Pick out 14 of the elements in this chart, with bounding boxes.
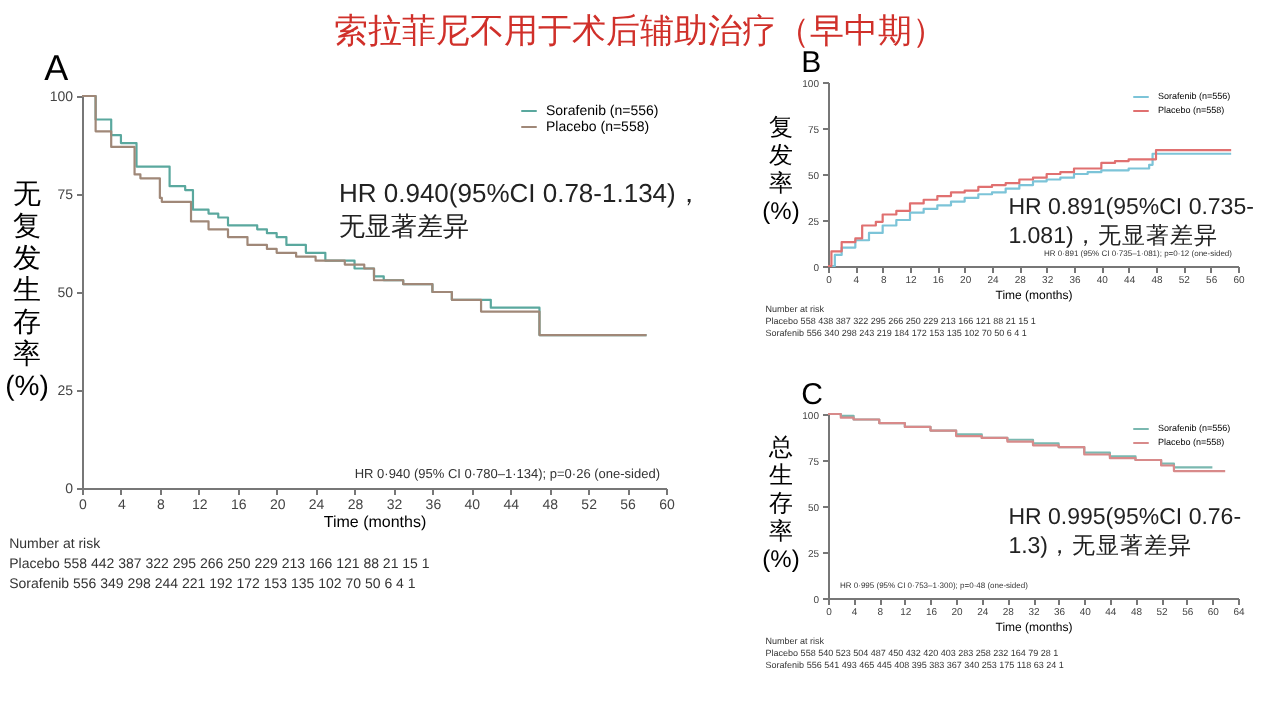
annotation: 无显著差异 — [338, 210, 469, 241]
y-axis-title: 总生存率(%) — [762, 433, 800, 573]
y-axis-title: 无复发生存率(%) — [5, 177, 49, 401]
y-axis-title: 复发率(%) — [762, 113, 800, 225]
chart-title: A — [44, 48, 69, 88]
annotation: 1.081)，无显著差异 — [1008, 222, 1218, 249]
chart-title: C — [801, 378, 824, 412]
annotation: HR 0.995(95%CI 0.76- — [1008, 506, 1242, 530]
annotation: HR 0.891(95%CI 0.735- — [1008, 196, 1255, 221]
text: 索拉菲尼不用于术后辅助治疗（早中期） — [334, 12, 946, 50]
chart-title: B — [801, 46, 822, 80]
annotation: HR 0.940(95%CI 0.78-1.134)， — [338, 178, 702, 209]
x-axis-title: Time (months) — [323, 513, 427, 531]
annotation: 1.3)，无显著差异 — [1008, 532, 1193, 559]
